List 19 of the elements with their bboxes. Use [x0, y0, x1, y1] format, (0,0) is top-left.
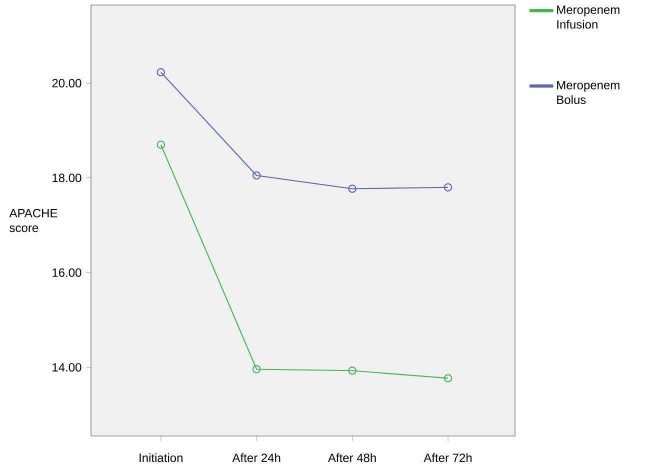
- x-tick-label: After 72h: [424, 453, 472, 462]
- y-tick-label: 20.00: [52, 78, 82, 88]
- point: [348, 366, 356, 375]
- legend-label: Meropenem Infusion: [557, 6, 620, 29]
- y-tick-label: 14.00: [52, 363, 82, 372]
- y-axis-title: APACHE score: [9, 208, 58, 232]
- point: [348, 184, 356, 193]
- point: [156, 140, 166, 149]
- y-tick-label: 18.00: [52, 174, 82, 182]
- x-tick-label: Initiation: [140, 453, 182, 462]
- point: [252, 171, 261, 180]
- point: [444, 374, 452, 382]
- point: [156, 68, 166, 76]
- point: [252, 365, 261, 374]
- legend-label: Meropenem Bolus: [557, 80, 620, 104]
- point: [444, 183, 452, 192]
- y-tick-label: 16.00: [52, 268, 82, 277]
- x-tick-label: After 24h: [232, 453, 280, 462]
- x-tick-label: After 48h: [328, 453, 376, 462]
